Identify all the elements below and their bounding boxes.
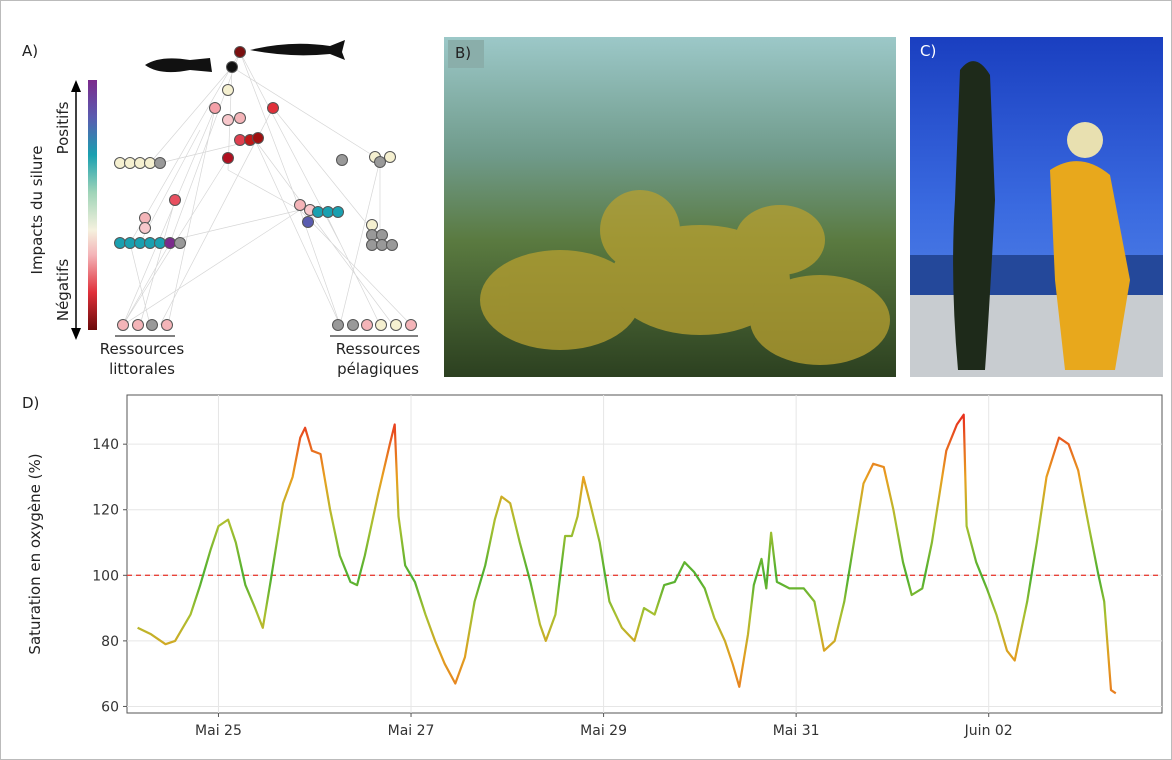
resource-label: littorales <box>109 360 175 378</box>
y-tick-label: 140 <box>92 437 119 453</box>
color-bar <box>88 80 97 330</box>
bottom-label: Négatifs <box>54 259 72 321</box>
y-tick-label: 60 <box>101 699 119 715</box>
panel-label: C) <box>920 42 936 60</box>
y-tick-label: 80 <box>101 634 119 650</box>
x-tick-label: Juin 02 <box>964 723 1013 739</box>
top-label: Positifs <box>54 101 72 154</box>
panel-c: C) <box>910 37 1163 377</box>
y-tick-label: 120 <box>92 503 119 519</box>
x-tick-label: Mai 25 <box>195 723 242 739</box>
figure: A) Positifs Impacts du silure Négatifs <box>0 0 1172 760</box>
panel-label: D) <box>22 394 39 412</box>
y-axis-title: Saturation en oxygène (%) <box>26 453 44 654</box>
x-tick-label: Mai 31 <box>773 723 820 739</box>
axis-label: Impacts du silure <box>28 146 46 275</box>
resource-label: pélagiques <box>337 360 419 378</box>
resource-label: Ressources <box>336 340 421 358</box>
plot-area <box>127 395 1162 713</box>
figure-canvas: A) Positifs Impacts du silure Négatifs <box>0 0 1172 760</box>
photo-head <box>1067 122 1103 158</box>
panel-label: A) <box>22 42 38 60</box>
y-tick-label: 100 <box>92 568 119 584</box>
resource-label: Ressources <box>100 340 185 358</box>
x-tick-label: Mai 29 <box>580 723 627 739</box>
x-tick-label: Mai 27 <box>388 723 435 739</box>
panel-label: B) <box>455 44 471 62</box>
panel-b: B) <box>444 37 896 377</box>
